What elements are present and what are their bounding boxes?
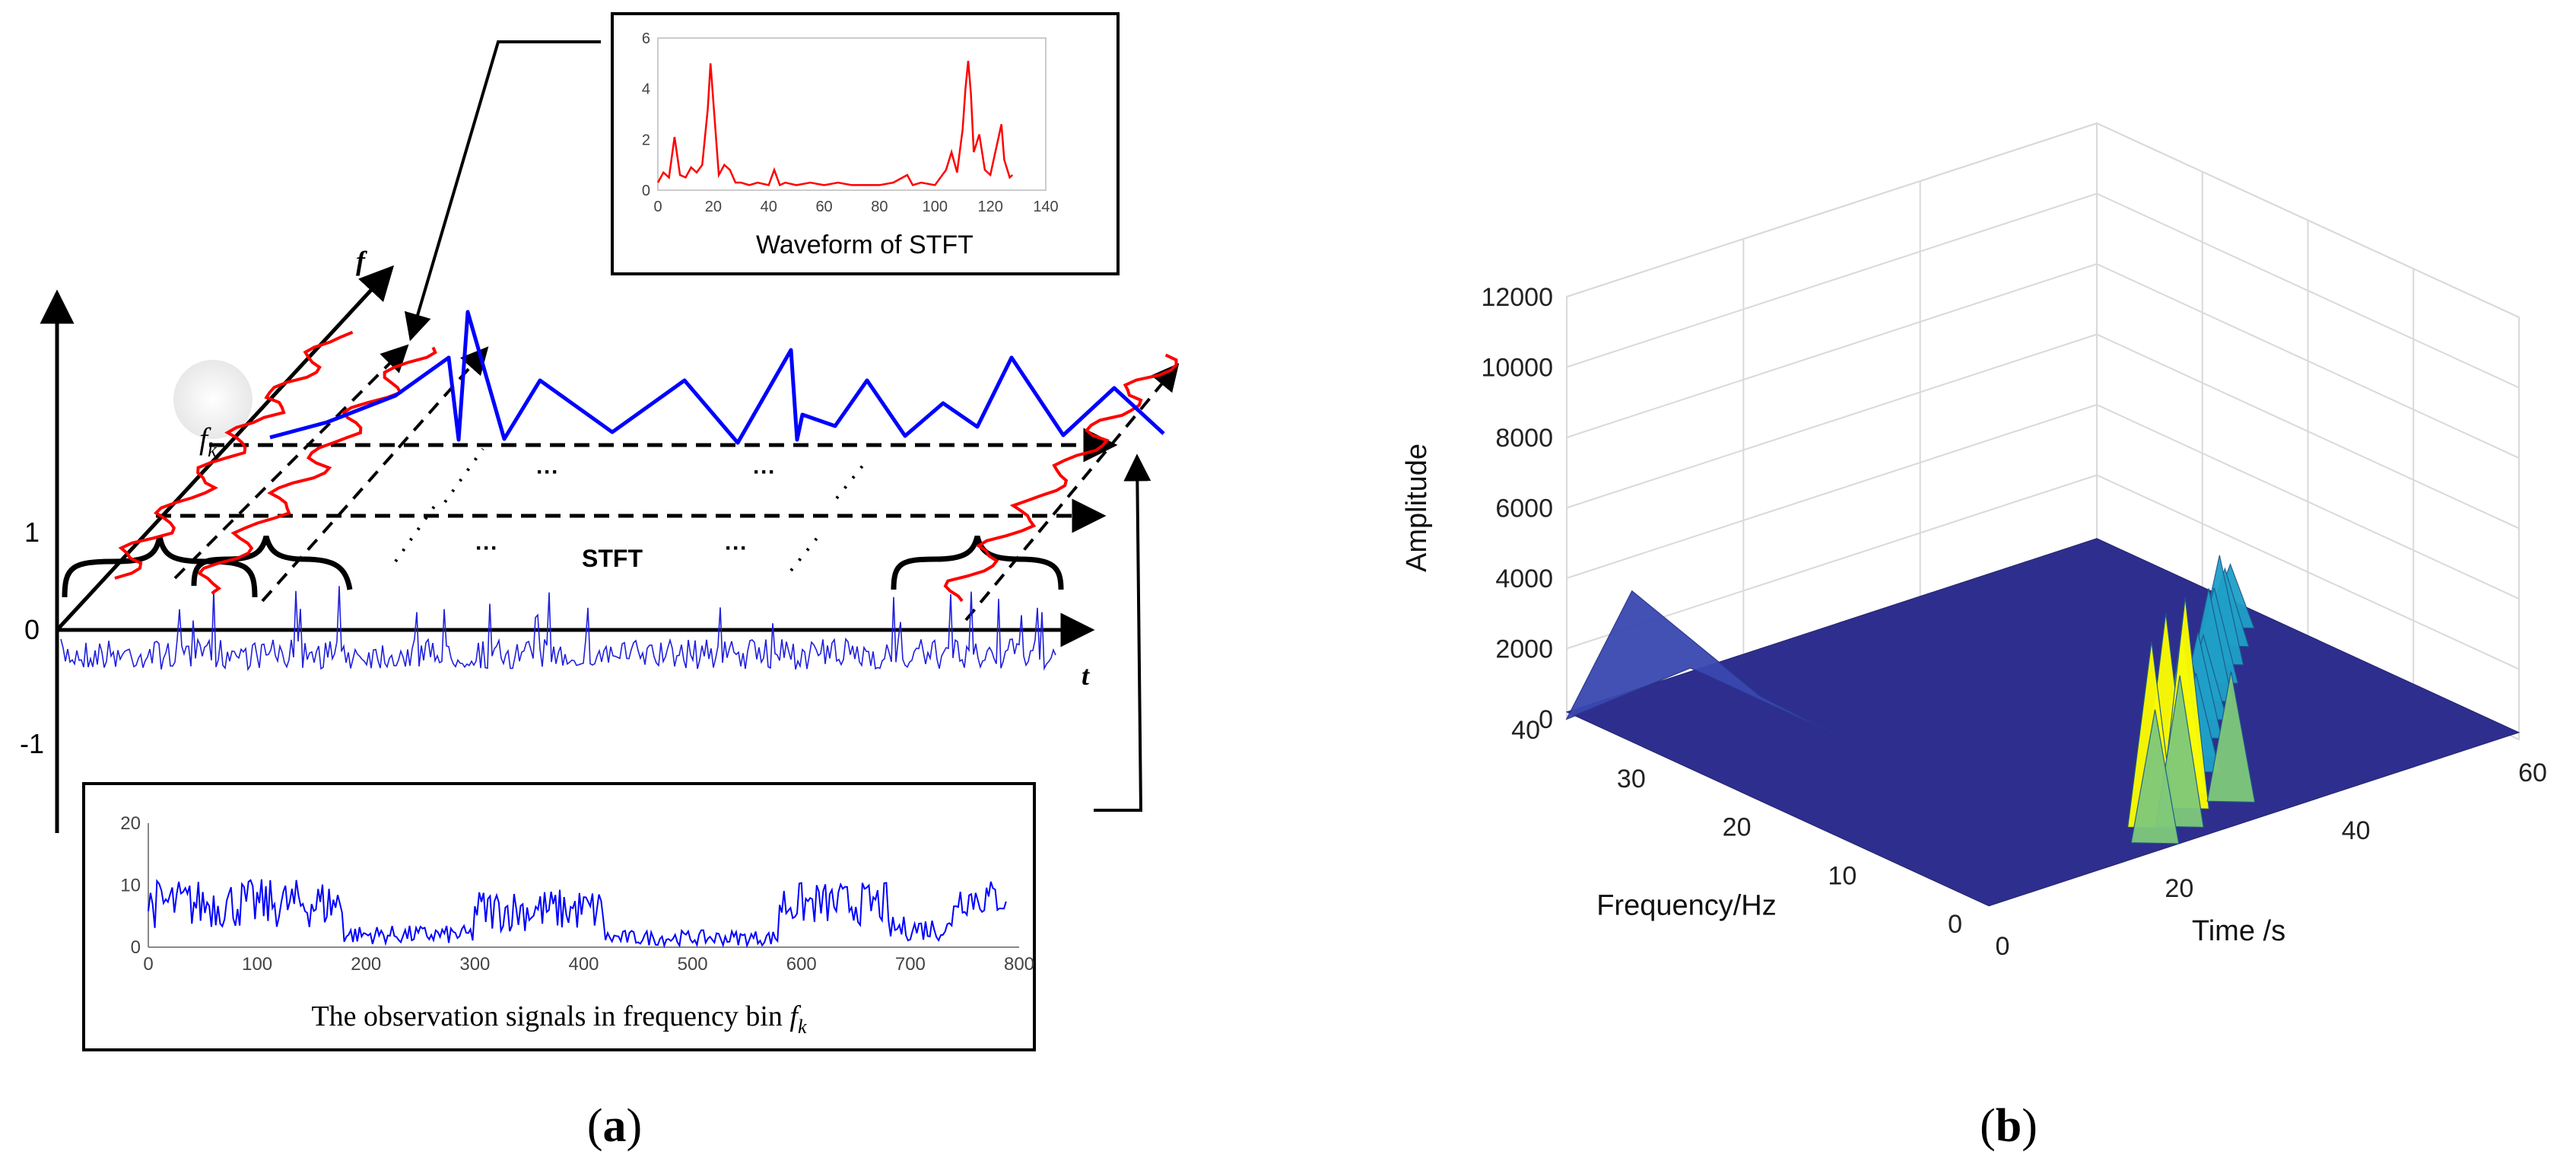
obs-x-tick-700: 700 [895, 954, 926, 975]
obs-x-tick-600: 600 [786, 954, 817, 975]
time-tick-40: 40 [2342, 816, 2371, 845]
surface-marks [1565, 538, 2520, 907]
obs-x-tick-500: 500 [678, 954, 708, 975]
inset-obs-plot: 0 100 200 300 400 500 600 700 800 0 10 20 [120, 813, 1034, 975]
surface-peak-16 [2130, 709, 2180, 844]
dotted-diagonal-1 [394, 501, 439, 563]
stft-y-tick-0: 0 [642, 183, 650, 199]
surface-peak-14 [2206, 671, 2256, 803]
ellipsis-2: ··· [753, 460, 776, 485]
ellipsis-3: ··· [475, 536, 498, 561]
f-axis-label: f [356, 246, 367, 276]
stft-x-tick-0: 0 [653, 199, 662, 215]
stft-x-tick-60: 60 [815, 199, 832, 215]
z-tick-2000: 2000 [1495, 635, 1553, 664]
brace-window-3 [891, 536, 1064, 590]
surface-labels: 0200040006000800010000120000102030400204… [1401, 283, 2547, 961]
ellipsis-1: ··· [536, 460, 559, 485]
obs-y-tick-0: 0 [131, 937, 141, 958]
stft-series-line [656, 60, 1014, 186]
stft-x-tick-140: 140 [1033, 199, 1058, 215]
stft-x-tick-20: 20 [705, 199, 722, 215]
obs-x-tick-400: 400 [568, 954, 599, 975]
stft-label: STFT [582, 545, 643, 572]
frequency-bin-envelope [269, 310, 1165, 445]
panel-a: f t 1 0 -1 fk ··· ··· ··· ··· STFT [20, 12, 1180, 1152]
freq-tick-0: 0 [1948, 910, 1962, 939]
signal-trace [60, 586, 1056, 672]
time-tick-0: 0 [1996, 932, 2010, 961]
y-tick-neg1: -1 [20, 728, 44, 759]
inset-observation: 0 100 200 300 400 500 600 700 800 0 10 20 The obser… [82, 782, 1036, 1051]
caption-a: (a) [587, 1100, 642, 1152]
dashed-diagonal-1 [173, 344, 409, 580]
freq-tick-20: 20 [1723, 813, 1752, 842]
spectrum-window-2 [197, 346, 437, 595]
stft-x-tick-120: 120 [977, 199, 1002, 215]
surface-box [1566, 122, 2520, 741]
spectra-windows [114, 330, 1178, 603]
z-tick-4000: 4000 [1495, 565, 1553, 593]
z-tick-8000: 8000 [1495, 424, 1553, 453]
connector-stft-inset [404, 40, 601, 342]
inset-obs-frame [82, 782, 1036, 1051]
ellipsis-4: ··· [725, 536, 748, 561]
obs-x-tick-300: 300 [459, 954, 490, 975]
z-tick-0: 0 [1539, 705, 1553, 734]
dotted-diagonal-4 [835, 459, 869, 500]
y-tick-0: 0 [24, 614, 40, 645]
time-tick-20: 20 [2165, 874, 2193, 903]
z-tick-6000: 6000 [1495, 495, 1553, 523]
dotted-diagonal-2 [443, 447, 484, 504]
inset-stft-frame [611, 12, 1120, 275]
time-signal-line [60, 586, 1056, 672]
dotted-diagonal-3 [789, 531, 823, 572]
freq-axis-title: Frequency/Hz [1596, 890, 1777, 922]
obs-x-tick-200: 200 [351, 954, 381, 975]
inset-stft-plot: 0 20 40 60 80 100 120 140 0 2 4 6 [642, 30, 1059, 215]
stft-y-tick-4: 4 [642, 81, 650, 98]
obs-y-tick-10: 10 [120, 876, 141, 896]
time-axis-title: Time /s [2192, 915, 2285, 947]
z-tick-10000: 10000 [1481, 354, 1553, 383]
surface-floor [1565, 538, 2520, 907]
f-axis-arrow [56, 265, 395, 631]
surface-ridge [1565, 590, 1839, 736]
freq-tick-30: 30 [1617, 765, 1646, 793]
stft-plot-box [657, 37, 1047, 191]
obs-series-line [148, 879, 1007, 949]
obs-x-tick-800: 800 [1004, 954, 1034, 975]
spectrum-window-1 [114, 330, 354, 580]
obs-y-tick-20: 20 [120, 813, 141, 834]
caption-b: (b) [1980, 1100, 2038, 1152]
freq-tick-40: 40 [1511, 716, 1540, 745]
z-axis-title: Amplitude [1401, 444, 1433, 572]
brace-window-2 [191, 536, 353, 590]
connector-obs-inset [1094, 453, 1151, 812]
stft-y-tick-2: 2 [642, 132, 650, 148]
stft-x-tick-80: 80 [871, 199, 888, 215]
stft-x-tick-100: 100 [923, 199, 948, 215]
spectrum-window-3 [943, 353, 1178, 603]
inset-stft: 0 20 40 60 80 100 120 140 0 2 4 6 Waveform of STFT [611, 12, 1120, 275]
time-tick-60: 60 [2518, 759, 2547, 787]
obs-x-tick-100: 100 [242, 954, 272, 975]
panel-b: 0200040006000800010000120000102030400204… [1401, 122, 2547, 1152]
inset-obs-caption: The observation signals in frequency bin… [311, 1000, 807, 1038]
highlight-circle [173, 360, 253, 439]
y-tick-1: 1 [24, 517, 40, 548]
stft-y-tick-6: 6 [642, 30, 650, 47]
t-axis-label: t [1082, 660, 1090, 691]
freq-tick-10: 10 [1828, 861, 1857, 890]
z-tick-12000: 12000 [1481, 283, 1553, 312]
inset-stft-caption: Waveform of STFT [756, 231, 974, 259]
envelope-line [269, 310, 1165, 445]
dashed-diagonal-3 [964, 363, 1180, 622]
stft-x-tick-40: 40 [761, 199, 777, 215]
obs-x-tick-0: 0 [143, 954, 153, 975]
